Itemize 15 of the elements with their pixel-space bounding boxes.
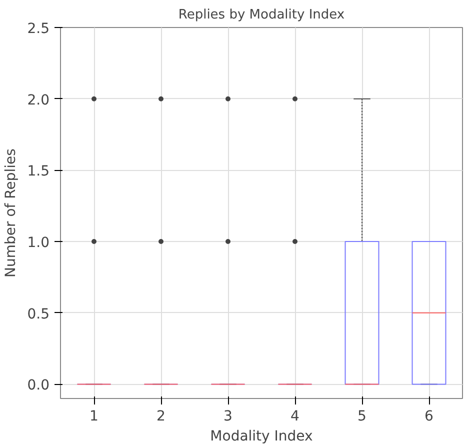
x-tick-label: 1: [90, 408, 98, 424]
y-tick-label: 0.0: [27, 378, 50, 394]
y-tick-label: 0.5: [27, 306, 50, 322]
y-tick-label: 1.0: [27, 235, 50, 252]
x-tick-label: 6: [424, 408, 434, 424]
x-tick-label: 5: [358, 408, 366, 424]
chart-title: Replies by Modality Index: [178, 8, 345, 22]
y-tick-label: 2.0: [27, 92, 50, 108]
y-tick-label: 2.5: [27, 21, 50, 37]
x-axis-title: Modality Index: [210, 428, 313, 444]
y-tick-label: 1.5: [27, 164, 50, 180]
x-tick-label: 3: [224, 408, 232, 424]
x-tick-label: 2: [156, 408, 166, 424]
y-axis-title: Number of Replies: [3, 148, 20, 278]
x-tick-label: 4: [290, 408, 300, 424]
